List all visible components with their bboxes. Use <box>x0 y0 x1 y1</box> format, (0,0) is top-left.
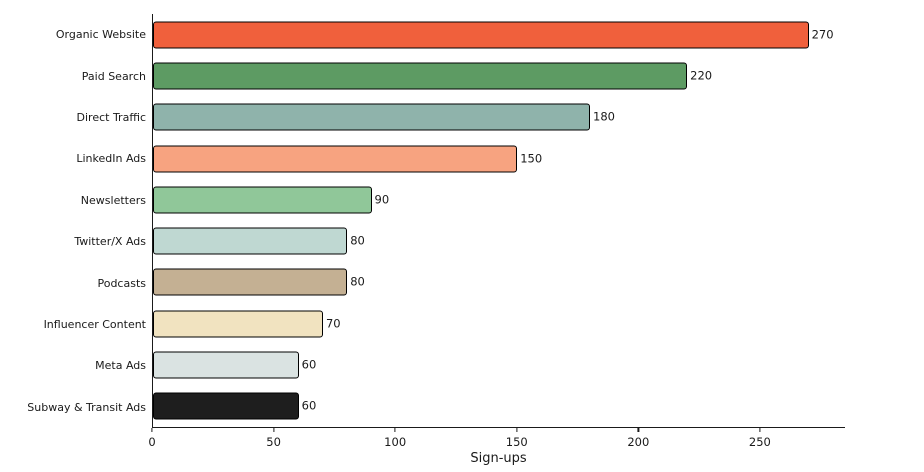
value-label: 80 <box>350 233 365 248</box>
x-tick-mark <box>394 428 396 432</box>
category-label: Podcasts <box>97 276 146 290</box>
bar <box>153 227 348 255</box>
value-label: 70 <box>325 315 341 330</box>
x-tick-label: 100 <box>384 435 407 449</box>
bar-row: 60 <box>153 344 845 385</box>
category-label: Direct Traffic <box>76 111 146 125</box>
bar-row: 180 <box>153 97 845 138</box>
x-tick-label: 0 <box>148 435 156 449</box>
category-label: Newsletters <box>80 193 146 207</box>
bar-row: 60 <box>153 386 845 427</box>
x-tick-mark <box>516 428 518 432</box>
bar <box>153 62 688 90</box>
category-label: LinkedIn Ads <box>76 152 146 166</box>
bar <box>153 21 809 49</box>
category-label: Subway & Transit Ads <box>27 400 146 414</box>
x-tick-label: 50 <box>266 435 281 449</box>
category-label: Organic Website <box>55 28 146 42</box>
x-axis-title: Sign-ups <box>470 451 527 466</box>
bar <box>153 310 323 338</box>
bar <box>153 392 299 420</box>
bar <box>153 103 591 131</box>
bar-row: 90 <box>153 179 845 220</box>
category-label: Meta Ads <box>95 359 146 373</box>
value-label: 180 <box>593 109 615 124</box>
bar <box>153 145 518 173</box>
x-tick-mark <box>759 428 761 432</box>
category-label: Twitter/X Ads <box>74 235 146 249</box>
plot-area: 270 220 180 150 90 80 80 70 60 60 <box>152 14 845 428</box>
x-tick-mark <box>151 428 153 432</box>
category-label: Paid Search <box>81 69 146 83</box>
bar <box>153 268 348 296</box>
bar-row: 80 <box>153 220 845 261</box>
value-label: 270 <box>811 26 834 41</box>
value-label: 150 <box>520 150 543 165</box>
bar <box>153 351 299 379</box>
bar-row: 80 <box>153 262 845 303</box>
value-label: 60 <box>301 357 317 372</box>
x-axis-ticks: 0 50 100 150 200 250 <box>148 428 845 454</box>
bar <box>153 186 372 214</box>
x-tick-label: 200 <box>627 435 650 449</box>
value-label: 220 <box>690 68 713 83</box>
x-tick-mark <box>637 428 639 432</box>
bar-row: 270 <box>153 14 845 55</box>
y-axis-labels: Organic Website Paid Search Direct Traffic… <box>0 14 146 428</box>
bar-row: 70 <box>153 303 845 344</box>
x-tick-label: 250 <box>748 435 771 449</box>
x-tick-label: 150 <box>505 435 528 449</box>
value-label: 60 <box>301 398 317 413</box>
value-label: 90 <box>374 192 390 207</box>
bar-row: 220 <box>153 55 845 96</box>
bar-row: 150 <box>153 138 845 179</box>
category-label: Influencer Content <box>43 318 146 332</box>
value-label: 80 <box>350 274 365 289</box>
x-tick-mark <box>272 428 275 432</box>
bars-area: 270 220 180 150 90 80 80 70 60 60 <box>153 14 845 427</box>
